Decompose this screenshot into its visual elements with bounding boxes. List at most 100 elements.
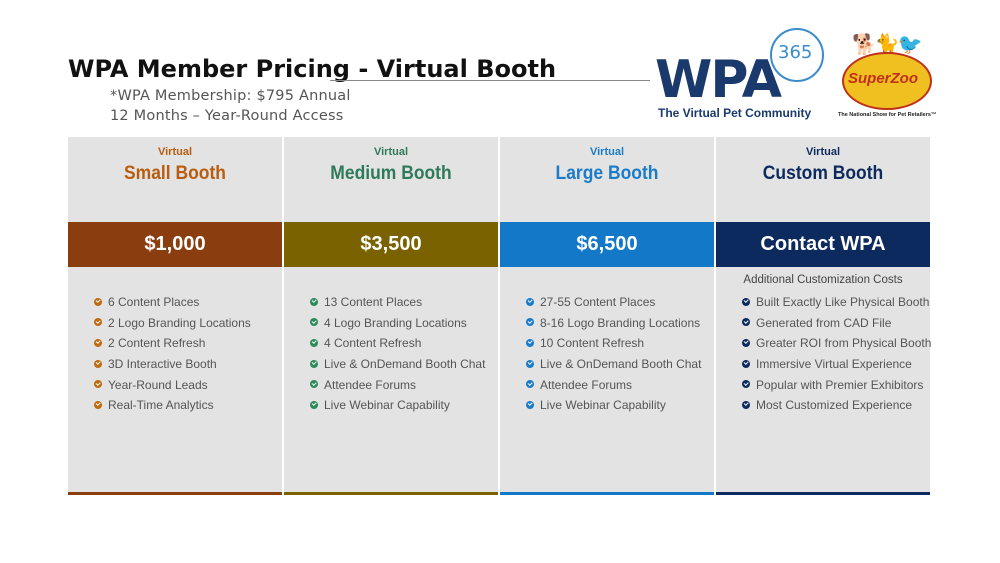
feature-item: Most Customized Experience	[742, 397, 931, 418]
check-circle-icon	[94, 380, 102, 389]
wpa-circle	[770, 28, 824, 82]
feature-text: 13 Content Places	[324, 295, 423, 309]
check-circle-icon	[94, 338, 102, 347]
check-circle-icon	[526, 297, 534, 306]
feature-item: Real-Time Analytics	[94, 397, 251, 418]
feature-text: Greater ROI from Physical Booth	[756, 336, 932, 351]
pricing-column-small: Virtual Small Booth $1,000 6 Content Places…	[68, 137, 282, 495]
feature-text: Most Customized Experience	[756, 398, 913, 413]
feature-item: 27-55 Content Places	[526, 294, 701, 315]
feature-text: Popular with Premier Exhibitors	[756, 377, 924, 392]
wpa-logo: 365 WPA The Virtual Pet Community	[655, 28, 830, 123]
check-circle-icon	[310, 380, 318, 389]
check-circle-icon	[310, 318, 318, 327]
price-banner: $6,500	[500, 222, 714, 267]
feature-item: 6 Content Places	[94, 294, 251, 315]
feature-text: Year-Round Leads	[108, 377, 208, 392]
feature-text: Built Exactly Like Physical Booth	[756, 295, 930, 309]
feature-item: Live & OnDemand Booth Chat	[526, 356, 701, 377]
feature-text: Immersive Virtual Experience	[756, 357, 912, 372]
title-underline	[330, 80, 650, 81]
feature-text: Real-Time Analytics	[108, 398, 214, 413]
membership-line: *WPA Membership: $795 Annual	[110, 88, 351, 104]
column-bottom-bar	[500, 492, 714, 495]
check-circle-icon	[310, 297, 318, 306]
pricing-column-medium: Virtual Medium Booth $3,500 13 Content Plac…	[284, 137, 498, 495]
feature-item: Attendee Forums	[526, 377, 701, 398]
feature-text: 6 Content Places	[108, 295, 200, 309]
booth-name: Custom Booth	[762, 163, 884, 184]
check-circle-icon	[94, 318, 102, 327]
booth-name: Large Booth	[555, 163, 659, 184]
feature-item: 2 Logo Branding Locations	[94, 315, 251, 336]
booth-name: Small Booth	[124, 163, 226, 184]
superzoo-badge	[842, 52, 932, 110]
virtual-label: Virtual	[589, 146, 625, 158]
check-circle-icon	[526, 318, 534, 327]
feature-text: Generated from CAD File	[756, 315, 892, 330]
booth-name: Medium Booth	[330, 163, 452, 184]
feature-text: Attendee Forums	[540, 377, 633, 392]
customization-note: Additional Customization Costs	[743, 274, 903, 286]
feature-item: Live & OnDemand Booth Chat	[310, 356, 485, 377]
wpa-letters: WPA	[655, 50, 782, 110]
feature-item: 4 Logo Branding Locations	[310, 315, 485, 336]
check-circle-icon	[94, 359, 102, 368]
feature-text: 2 Content Refresh	[108, 336, 206, 351]
feature-list: 6 Content Places 2 Logo Branding Location…	[94, 294, 251, 418]
feature-list: Built Exactly Like Physical Booth Generat…	[742, 294, 931, 418]
feature-text: Live Webinar Capability	[540, 398, 666, 413]
check-circle-icon	[742, 400, 750, 409]
wpa-365-text: 365	[778, 42, 813, 63]
feature-list: 13 Content Places 4 Logo Branding Locatio…	[310, 294, 485, 418]
check-circle-icon	[742, 318, 750, 327]
price-banner: $3,500	[284, 222, 498, 267]
virtual-label: Virtual	[805, 146, 841, 158]
check-circle-icon	[742, 380, 750, 389]
superzoo-tagline: The National Show for Pet Retailers™	[838, 112, 937, 118]
check-circle-icon	[526, 338, 534, 347]
superzoo-animals-icon: 🐕🐈🐦	[852, 34, 923, 56]
feature-text: 10 Content Refresh	[540, 336, 645, 351]
feature-item: Live Webinar Capability	[310, 397, 485, 418]
feature-text: 2 Logo Branding Locations	[108, 315, 251, 330]
superzoo-logo: 🐕🐈🐦 SuperZoo The National Show for Pet R…	[838, 32, 938, 122]
virtual-label: Virtual	[373, 146, 409, 158]
feature-item: Live Webinar Capability	[526, 397, 701, 418]
feature-text: Live Webinar Capability	[324, 398, 450, 413]
column-header: Virtual Small Booth	[68, 137, 282, 222]
feature-text: 4 Content Refresh	[324, 336, 422, 351]
column-bottom-bar	[716, 492, 930, 495]
feature-text: 3D Interactive Booth	[108, 357, 217, 372]
check-circle-icon	[526, 359, 534, 368]
feature-text: 8-16 Logo Branding Locations	[540, 315, 701, 330]
superzoo-name: SuperZoo	[848, 70, 918, 87]
feature-item: Immersive Virtual Experience	[742, 356, 931, 377]
check-circle-icon	[526, 380, 534, 389]
price-banner: Contact WPA	[716, 222, 930, 267]
check-circle-icon	[310, 338, 318, 347]
feature-text: 27-55 Content Places	[540, 295, 656, 309]
check-circle-icon	[526, 400, 534, 409]
check-circle-icon	[742, 338, 750, 347]
feature-item: 4 Content Refresh	[310, 335, 485, 356]
feature-item: Year-Round Leads	[94, 377, 251, 398]
column-header: Virtual Medium Booth	[284, 137, 498, 222]
feature-item: Built Exactly Like Physical Booth	[742, 294, 931, 315]
feature-text: Attendee Forums	[324, 377, 417, 392]
feature-text: Live & OnDemand Booth Chat	[324, 357, 486, 372]
column-header: Virtual Custom Booth	[716, 137, 930, 222]
check-circle-icon	[742, 359, 750, 368]
price-banner: $1,000	[68, 222, 282, 267]
check-circle-icon	[94, 297, 102, 306]
check-circle-icon	[310, 359, 318, 368]
access-line: 12 Months – Year-Round Access	[110, 108, 344, 124]
feature-item: 8-16 Logo Branding Locations	[526, 315, 701, 336]
check-circle-icon	[94, 400, 102, 409]
pricing-column-custom: Virtual Custom Booth Contact WPA Additional…	[716, 137, 931, 495]
pricing-column-large: Virtual Large Booth $6,500 27-55 Content Pl…	[500, 137, 714, 495]
virtual-label: Virtual	[157, 146, 193, 158]
feature-item: Greater ROI from Physical Booth	[742, 335, 931, 356]
feature-item: Popular with Premier Exhibitors	[742, 377, 931, 398]
feature-item: Generated from CAD File	[742, 315, 931, 336]
